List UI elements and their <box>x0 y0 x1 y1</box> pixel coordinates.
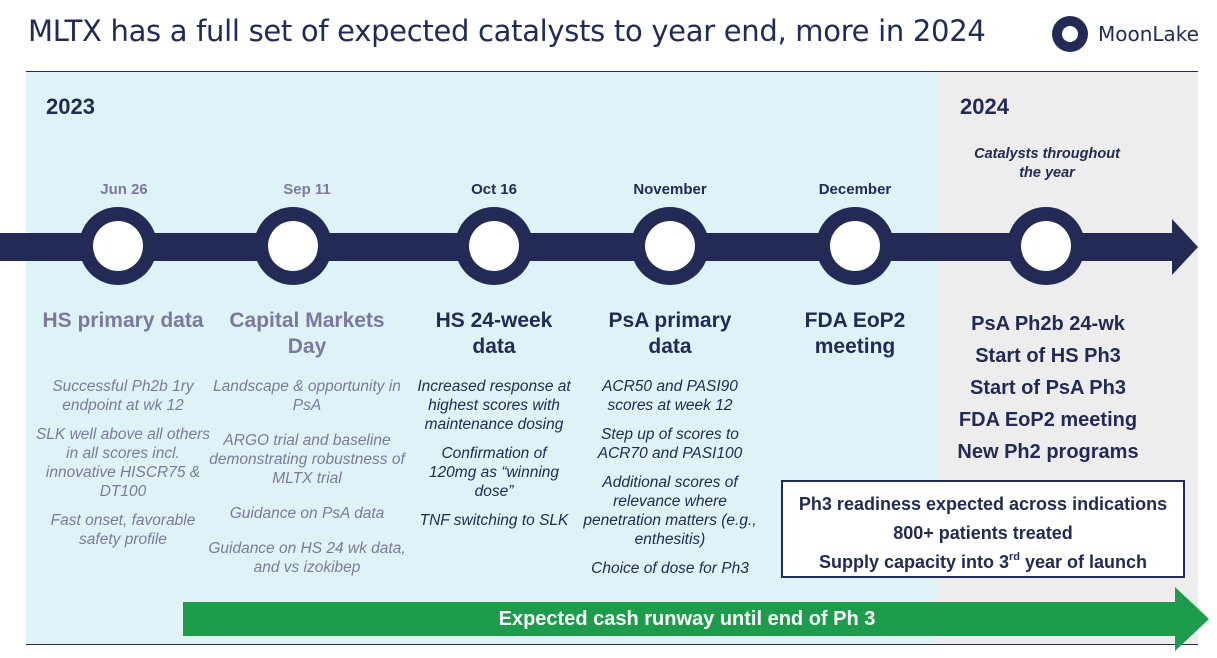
milestone-detail-item: SLK well above all others in all scores … <box>35 426 211 500</box>
readiness-line: 800+ patients treated <box>893 523 1073 543</box>
catalyst-item: Start of PsA Ph3 <box>970 377 1126 399</box>
catalysts-2024-list: PsA Ph2b 24-wk Start of HS Ph3 Start of … <box>938 308 1158 468</box>
title-divider <box>26 71 1198 72</box>
milestone-node-november <box>631 207 709 285</box>
timeline-arrowhead-icon <box>1172 219 1198 275</box>
cash-runway-label: Expected cash runway until end of Ph 3 <box>498 608 876 630</box>
milestone-date: November <box>633 181 707 198</box>
milestone-heading: PsA primary data <box>608 309 732 358</box>
readiness-ordinal-suffix: rd <box>1009 551 1020 563</box>
milestone-detail-item: ARGO trial and baseline demonstrating ro… <box>209 432 405 487</box>
milestone-heading: HS 24-week data <box>435 309 553 358</box>
milestone-detail-item: Confirmation of 120mg as “winning dose” <box>428 445 560 500</box>
milestone-node-2024 <box>1007 207 1085 285</box>
milestone-date: December <box>818 181 892 198</box>
milestone-details: Successful Ph2b 1ry endpoint at wk 12 SL… <box>34 377 212 565</box>
milestone-date: Oct 16 <box>471 181 517 198</box>
catalysts-label: Catalysts throughout the year <box>974 146 1120 181</box>
bottom-divider <box>26 644 1198 645</box>
readiness-line: Supply capacity into 3rd year of launch <box>783 548 1183 577</box>
readiness-box: Ph3 readiness expected across indication… <box>781 480 1185 578</box>
catalyst-item: New Ph2 programs <box>957 441 1139 463</box>
milestone-details: Increased response at highest scores wit… <box>416 377 572 546</box>
milestone-detail-item: Guidance on HS 24 wk data, and vs izokib… <box>208 540 406 576</box>
milestone-detail-item: TNF switching to SLK <box>419 512 569 529</box>
milestone-heading: FDA EoP2 meeting <box>804 309 906 358</box>
catalyst-item: Start of HS Ph3 <box>975 345 1121 367</box>
milestone-detail-item: Successful Ph2b 1ry endpoint at wk 12 <box>52 378 194 414</box>
timeline-bar <box>0 233 1172 261</box>
readiness-supply-text-end: year of launch <box>1020 552 1148 572</box>
milestone-node-december <box>816 207 894 285</box>
milestone-node-jun26 <box>79 207 157 285</box>
cash-runway-arrowhead-icon <box>1175 587 1209 651</box>
milestone-details: ACR50 and PASI90 scores at week 12 Step … <box>578 377 762 594</box>
logo-text: MoonLake <box>1098 22 1199 46</box>
milestone-date: Jun 26 <box>100 181 148 198</box>
readiness-supply-text: Supply capacity into 3 <box>818 552 1009 572</box>
milestone-detail-item: Fast onset, favorable safety profile <box>50 512 196 548</box>
year-label-2023: 2023 <box>46 94 95 119</box>
milestone-detail-item: ACR50 and PASI90 scores at week 12 <box>602 378 738 414</box>
milestone-detail-item: Landscape & opportunity in PsA <box>213 378 401 414</box>
milestone-detail-item: Increased response at highest scores wit… <box>417 378 571 433</box>
milestone-heading: Capital Markets Day <box>229 309 385 358</box>
milestone-detail-item: Guidance on PsA data <box>229 505 385 522</box>
milestone-details: Landscape & opportunity in PsA ARGO tria… <box>205 377 409 593</box>
readiness-line: Ph3 readiness expected across indication… <box>798 494 1168 514</box>
page-title: MLTX has a full set of expected catalyst… <box>28 14 986 48</box>
year-label-2024: 2024 <box>960 94 1009 119</box>
catalyst-item: PsA Ph2b 24-wk <box>971 313 1125 335</box>
moonlake-logo-icon <box>1052 16 1088 52</box>
milestone-heading: HS primary data <box>42 309 204 332</box>
milestone-detail-item: Choice of dose for Ph3 <box>591 560 749 577</box>
milestone-detail-item: Additional scores of relevance where pen… <box>583 474 757 548</box>
milestone-node-sep11 <box>254 207 332 285</box>
moonlake-logo: MoonLake <box>1052 16 1199 52</box>
cash-runway-bar <box>183 602 1175 636</box>
milestone-date: Sep 11 <box>283 181 331 198</box>
catalyst-item: FDA EoP2 meeting <box>958 409 1138 431</box>
milestone-detail-item: Step up of scores to ACR70 and PASI100 <box>597 426 743 462</box>
milestone-node-oct16 <box>455 207 533 285</box>
